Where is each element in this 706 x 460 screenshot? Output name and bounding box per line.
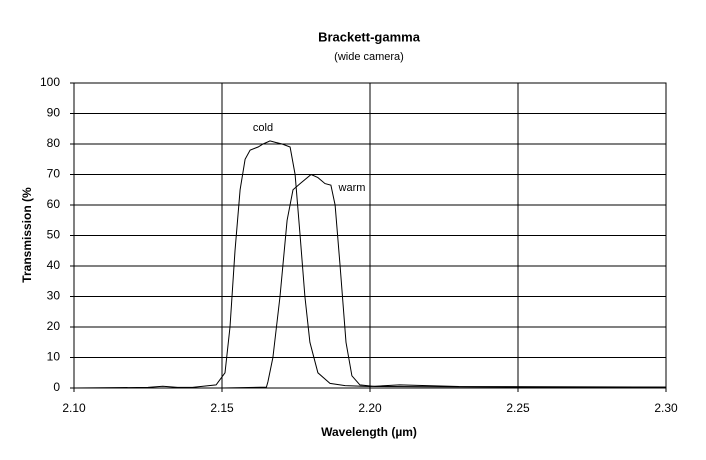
chart-subtitle: (wide camera) xyxy=(334,51,404,63)
x-tick-label: 2.30 xyxy=(654,401,678,415)
series-label: warm xyxy=(338,182,366,194)
y-tick-label: 0 xyxy=(53,380,60,394)
series-line xyxy=(74,173,666,389)
y-tick-label: 40 xyxy=(47,258,61,272)
chart-title: Brackett-gamma xyxy=(318,29,421,44)
y-axis-title: Transmission (% xyxy=(20,187,34,283)
y-tick-label: 10 xyxy=(47,350,61,364)
y-tick-label: 70 xyxy=(47,167,61,181)
y-tick-label: 50 xyxy=(47,228,61,242)
series-line xyxy=(73,140,667,389)
x-axis-title: Wavelength (µm) xyxy=(321,425,417,439)
series-label: cold xyxy=(253,122,273,134)
y-tick-label: 20 xyxy=(47,319,61,333)
y-tick-label: 30 xyxy=(47,289,61,303)
y-tick-label: 100 xyxy=(40,75,60,89)
x-tick-label: 2.25 xyxy=(506,401,530,415)
y-tick-label: 60 xyxy=(47,197,61,211)
y-tick-label: 90 xyxy=(47,106,61,120)
x-tick-label: 2.20 xyxy=(358,401,382,415)
plot-border xyxy=(73,82,667,389)
x-tick-label: 2.15 xyxy=(210,401,234,415)
y-tick-label: 80 xyxy=(47,136,61,150)
x-tick-label: 2.10 xyxy=(62,401,86,415)
